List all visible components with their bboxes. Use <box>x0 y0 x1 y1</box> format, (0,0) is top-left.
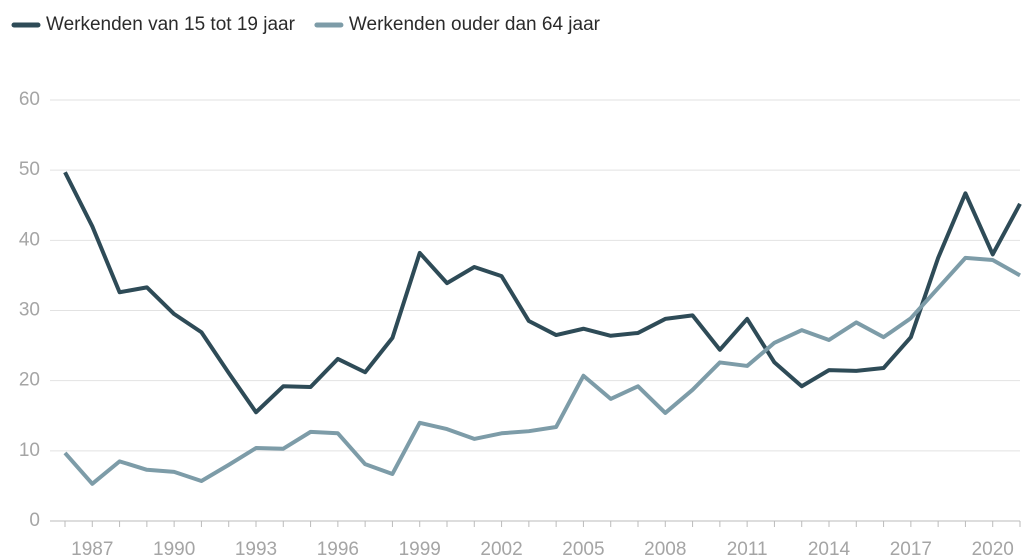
x-tick-label: 2011 <box>727 539 768 560</box>
y-tick-label: 50 <box>19 159 40 180</box>
x-tick-label: 2008 <box>644 539 686 560</box>
y-tick-label: 0 <box>29 510 40 531</box>
x-tick-label: 1993 <box>235 539 277 560</box>
x-tick-label: 1987 <box>71 539 113 560</box>
x-tick-label: 2002 <box>480 539 522 560</box>
y-tick-label: 60 <box>19 89 40 110</box>
y-tick-label: 30 <box>19 300 40 321</box>
x-tick-label: 2014 <box>808 539 851 560</box>
y-tick-label: 10 <box>19 440 40 461</box>
legend-label: Werkenden ouder dan 64 jaar <box>349 14 601 35</box>
x-tick-label: 2020 <box>972 539 1014 560</box>
x-tick-label: 1996 <box>317 539 359 560</box>
y-tick-label: 20 <box>19 370 40 391</box>
line <box>63 255 1021 486</box>
x-tick-label: 2017 <box>890 539 932 560</box>
line <box>63 171 1022 415</box>
x-tick-label: 1999 <box>399 539 441 560</box>
x-tick-label: 1990 <box>153 539 195 560</box>
x-tick-label: 2005 <box>562 539 604 560</box>
y-tick-label: 40 <box>19 229 40 250</box>
legend-label: Werkenden van 15 tot 19 jaar <box>46 14 296 35</box>
